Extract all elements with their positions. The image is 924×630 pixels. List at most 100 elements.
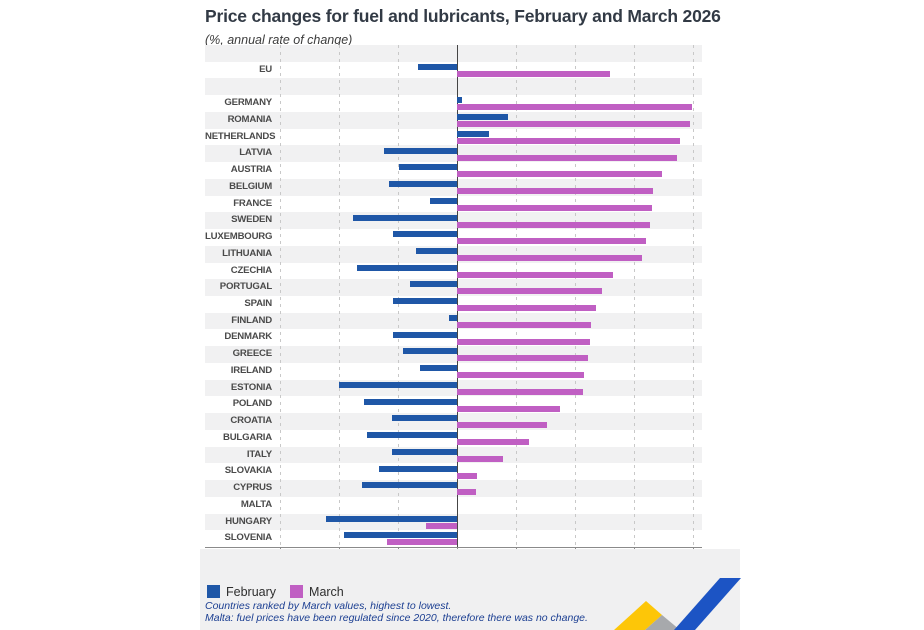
chart-subtitle: (%, annual rate of change): [205, 33, 353, 47]
chart-row: [205, 413, 702, 430]
country-label: PORTUGAL: [219, 281, 272, 293]
february-bar: [339, 381, 457, 388]
march-bar: [457, 305, 597, 312]
march-bar: [426, 522, 457, 529]
country-label: POLAND: [232, 398, 273, 410]
march-bar: [457, 489, 476, 496]
february-bar: [393, 231, 457, 238]
february-bar: [393, 298, 457, 305]
country-label: BULGARIA: [222, 431, 272, 443]
february-bar: [393, 331, 457, 338]
march-bar: [457, 255, 643, 261]
country-label: SWEDEN: [231, 214, 272, 226]
country-label: ROMANIA: [227, 113, 273, 125]
march-bar: [457, 439, 529, 446]
february-bar: [399, 164, 457, 171]
march-bar: [387, 539, 457, 546]
march-bar: [457, 422, 547, 429]
eurostat-logo: [614, 578, 741, 630]
february-bar: [343, 532, 457, 539]
logo-blue-shape: [674, 578, 741, 630]
country-label: SLOVAKIA: [224, 465, 272, 477]
february-bar: [326, 515, 457, 522]
march-bar: [457, 204, 652, 211]
x-axis-line: [205, 547, 702, 548]
march-bar: [457, 321, 592, 328]
february-bar: [402, 348, 457, 355]
february-bar: [448, 314, 457, 321]
february-bar: [379, 465, 457, 472]
march-bar: [457, 288, 603, 295]
gridline: [515, 45, 517, 547]
country-label: HUNGARY: [225, 515, 272, 527]
february-bar: [457, 97, 462, 104]
country-label: CROATIA: [230, 415, 272, 427]
country-label: FINLAND: [231, 314, 272, 326]
country-label: FRANCE: [233, 197, 272, 209]
country-label: ESTONIA: [230, 381, 272, 393]
chart-title: Price changes for fuel and lubricants, F…: [205, 6, 721, 26]
footnote-malta: Malta: fuel prices have been regulated s…: [205, 612, 588, 624]
chart-row: [205, 396, 702, 414]
logo-yellow-shape: [614, 601, 662, 630]
february-bar: [392, 448, 457, 455]
february-bar: [420, 365, 457, 372]
chart-row: [205, 463, 702, 481]
february-bar: [392, 415, 457, 422]
country-label: SLOVENIA: [224, 532, 273, 544]
february-bar: [383, 147, 457, 154]
march-bar: [457, 338, 591, 345]
march-bar: [457, 171, 663, 178]
february-bar: [409, 281, 457, 288]
march-bar: [457, 104, 692, 111]
february-bar: [363, 398, 457, 405]
february-bar: [353, 214, 457, 221]
country-label: MALTA: [240, 498, 272, 510]
february-legend-swatch: [207, 585, 220, 598]
country-label: EU: [259, 63, 272, 75]
spacer-row: [205, 45, 702, 62]
gridline: [398, 45, 400, 547]
february-bar: [415, 248, 457, 254]
march-bar: [457, 372, 585, 379]
march-bar: [457, 188, 653, 195]
february-bar: [429, 197, 457, 204]
march-bar: [457, 388, 584, 395]
february-legend-label: February: [226, 585, 277, 599]
gridline: [692, 45, 694, 547]
spacer-row: [205, 78, 702, 96]
zero-axis-line: [457, 45, 458, 547]
content-area: Price changes for fuel and lubricants, F…: [200, 0, 741, 630]
logo-gray-shape: [645, 615, 680, 630]
country-label: LATVIA: [239, 147, 272, 159]
chart-row: [205, 429, 702, 447]
chart-row: [205, 480, 702, 497]
february-bar: [361, 482, 457, 489]
march-legend-swatch: [290, 585, 304, 598]
march-bar: [457, 121, 691, 128]
february-bar: [356, 264, 457, 271]
march-bar: [457, 221, 651, 228]
footnote-ranking: Countries ranked by March values, highes…: [205, 600, 452, 612]
country-label: CYPRUS: [233, 482, 272, 494]
march-bar: [457, 271, 613, 278]
gridline: [633, 45, 635, 547]
gridline: [574, 45, 576, 547]
country-label: GERMANY: [224, 97, 272, 109]
march-bar: [457, 355, 588, 362]
country-label: AUSTRIA: [230, 164, 272, 176]
march-bar: [457, 472, 478, 479]
february-bar: [367, 432, 457, 439]
gridline: [339, 45, 341, 547]
chart-row: [205, 446, 702, 464]
country-label: NETHERLANDS: [205, 130, 276, 142]
plot-area: EU GERMANY ROMANIA NETHERLANDS LATVIA AUSTRIA…: [205, 45, 702, 547]
country-label: LUXEMBOURG: [205, 231, 273, 243]
february-bar: [418, 63, 457, 70]
february-bar: [457, 114, 508, 121]
country-label: IRELAND: [230, 364, 272, 376]
february-bar: [457, 130, 489, 137]
march-bar: [457, 405, 560, 412]
march-bar: [457, 455, 503, 462]
